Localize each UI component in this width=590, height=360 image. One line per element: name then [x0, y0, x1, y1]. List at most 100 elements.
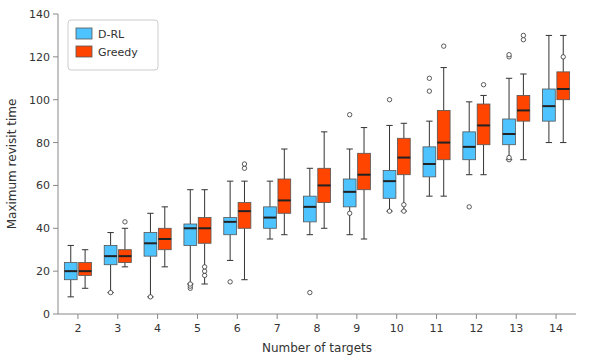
cap-low: [426, 196, 432, 197]
y-tick: [53, 271, 58, 272]
cap-low: [82, 288, 88, 289]
cap-high: [361, 127, 367, 128]
cap-low: [241, 279, 247, 280]
x-axis: 234567891011121314: [58, 314, 576, 335]
whisker-high: [429, 121, 430, 147]
cap-low: [162, 266, 168, 267]
whisker-high: [469, 102, 470, 132]
x-tick-label: 3: [114, 322, 121, 335]
box: [264, 207, 277, 228]
whisker-low: [70, 280, 71, 297]
cap-high: [346, 149, 352, 150]
y-tick: [53, 99, 58, 100]
legend-swatch: [76, 28, 92, 39]
whisker-low: [190, 245, 191, 284]
median: [557, 88, 570, 90]
x-tick: [516, 314, 517, 319]
whisker-high: [85, 250, 86, 263]
x-tick-label: 2: [74, 322, 81, 335]
cap-low: [307, 234, 313, 235]
cap-high: [307, 168, 313, 169]
x-tick: [117, 314, 118, 319]
cap-high: [107, 232, 113, 233]
y-axis: 020406080100120140: [29, 8, 58, 321]
x-tick-label: 14: [549, 322, 563, 335]
whisker-high: [443, 68, 444, 111]
cap-high: [426, 121, 432, 122]
cap-low: [546, 142, 552, 143]
box: [517, 95, 530, 121]
median: [264, 217, 277, 219]
whisker-low: [523, 121, 524, 160]
median: [358, 174, 371, 176]
median: [184, 227, 197, 229]
box: [104, 245, 117, 264]
x-tick: [396, 314, 397, 319]
flier: [427, 89, 431, 93]
whisker-low: [269, 228, 270, 239]
whisker-high: [204, 190, 205, 218]
whisker-low: [85, 275, 86, 288]
median: [437, 142, 450, 144]
y-tick-label: 40: [36, 222, 50, 235]
flier: [507, 155, 511, 159]
flier: [402, 209, 406, 213]
box: [543, 89, 556, 121]
y-tick-label: 80: [36, 137, 50, 150]
whisker-high: [164, 207, 165, 228]
flier: [402, 203, 406, 207]
cap-low: [281, 234, 287, 235]
x-tick-label: 13: [509, 322, 523, 335]
flier: [347, 113, 351, 117]
box: [278, 179, 291, 213]
whisker-low: [150, 256, 151, 297]
whisker-high: [324, 132, 325, 168]
cap-high: [187, 189, 193, 190]
y-tick: [53, 14, 58, 15]
whisker-low: [110, 265, 111, 293]
x-tick-label: 5: [194, 322, 201, 335]
whisker-low: [284, 213, 285, 234]
cap-high: [520, 74, 526, 75]
cap-low: [361, 239, 367, 240]
box: [198, 218, 211, 244]
box: [477, 104, 490, 145]
whisker-high: [389, 125, 390, 170]
x-tick-label: 4: [154, 322, 161, 335]
whisker-high: [509, 78, 510, 119]
cap-high: [560, 35, 566, 36]
legend-label: Greedy: [98, 46, 138, 59]
flier: [427, 76, 431, 80]
median: [158, 238, 171, 240]
cap-low: [466, 174, 472, 175]
box: [358, 153, 371, 189]
x-tick-label: 12: [469, 322, 483, 335]
x-tick: [157, 314, 158, 319]
median: [144, 242, 157, 244]
cap-high: [227, 181, 233, 182]
flier: [108, 290, 112, 294]
cap-high: [321, 131, 327, 132]
y-tick-label: 100: [29, 94, 50, 107]
whisker-low: [548, 121, 549, 142]
whisker-low: [324, 203, 325, 229]
box: [503, 119, 516, 145]
flier: [347, 211, 351, 215]
y-tick: [53, 228, 58, 229]
x-tick: [317, 314, 318, 319]
y-tick-label: 0: [43, 308, 50, 321]
y-tick: [53, 56, 58, 57]
flier: [242, 162, 246, 166]
box: [238, 203, 251, 229]
flier: [148, 295, 152, 299]
flier: [202, 269, 206, 273]
box: [397, 138, 410, 174]
y-tick: [53, 142, 58, 143]
median: [119, 255, 132, 257]
y-tick: [53, 185, 58, 186]
whisker-high: [190, 190, 191, 224]
box: [383, 170, 396, 198]
whisker-high: [563, 35, 564, 71]
cap-low: [267, 239, 273, 240]
median: [463, 146, 476, 148]
